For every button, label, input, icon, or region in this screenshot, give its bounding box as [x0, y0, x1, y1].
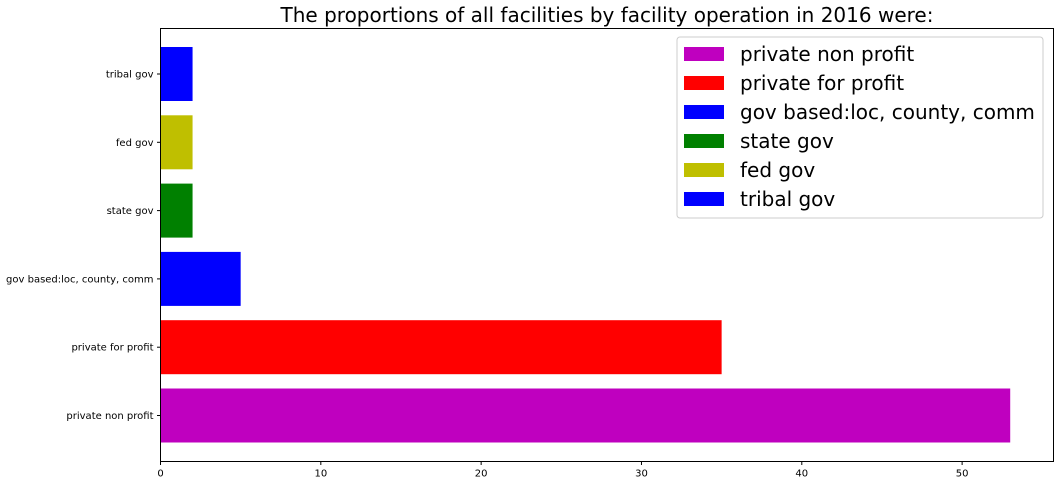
- y-tick-label-private-for-profit: private for profit: [71, 343, 153, 354]
- bar-tribal-gov: [160, 47, 193, 101]
- legend-swatch-state-gov: [684, 134, 724, 148]
- x-tick-label-40: 40: [795, 469, 808, 480]
- y-tick-label-tribal-gov: tribal gov: [106, 70, 154, 81]
- legend-box: [676, 36, 1044, 219]
- x-tick-label-20: 20: [475, 469, 488, 480]
- x-tick-label-50: 50: [956, 469, 969, 480]
- bar-fed-gov: [160, 115, 193, 170]
- bar-private-for-profit: [160, 320, 722, 375]
- legend-label-private-non-profit: private non profit: [740, 42, 914, 66]
- bar-state-gov: [160, 183, 193, 238]
- x-tick-label-0: 0: [157, 469, 163, 480]
- axis-layer: private non profit private for profit gov …: [6, 70, 968, 480]
- bars-layer: [160, 47, 1011, 443]
- y-tick-label-fed-gov: fed gov: [116, 138, 154, 149]
- chart-title: The proportions of all facilities by fac…: [280, 3, 934, 27]
- legend-label-gov-based-loc-county-comm: gov based:loc, county, comm: [740, 100, 1035, 124]
- legend-swatch-fed-gov: [684, 163, 724, 177]
- legend-label-private-for-profit: private for profit: [740, 71, 904, 95]
- legend: private non profit private for profit gov …: [676, 36, 1044, 219]
- legend-label-state-gov: state gov: [740, 129, 834, 153]
- y-tick-label-state-gov: state gov: [107, 206, 154, 217]
- bar-gov-based-loc-county-comm: [160, 251, 241, 306]
- legend-label-fed-gov: fed gov: [740, 158, 815, 182]
- plot-frame: [160, 28, 1054, 462]
- legend-swatch-private-for-profit: [684, 76, 724, 90]
- legend-swatch-gov-based-loc-county-comm: [684, 105, 724, 119]
- y-tick-label-gov-based-loc-county-comm: gov based:loc, county, comm: [6, 274, 153, 285]
- x-tick-label-30: 30: [635, 469, 648, 480]
- legend-label-tribal-gov: tribal gov: [740, 187, 835, 211]
- y-tick-label-private-non-profit: private non profit: [66, 411, 153, 422]
- legend-swatch-tribal-gov: [684, 192, 724, 206]
- bar-private-non-profit: [160, 388, 1011, 443]
- legend-swatch-private-non-profit: [684, 47, 724, 61]
- x-tick-label-10: 10: [314, 469, 327, 480]
